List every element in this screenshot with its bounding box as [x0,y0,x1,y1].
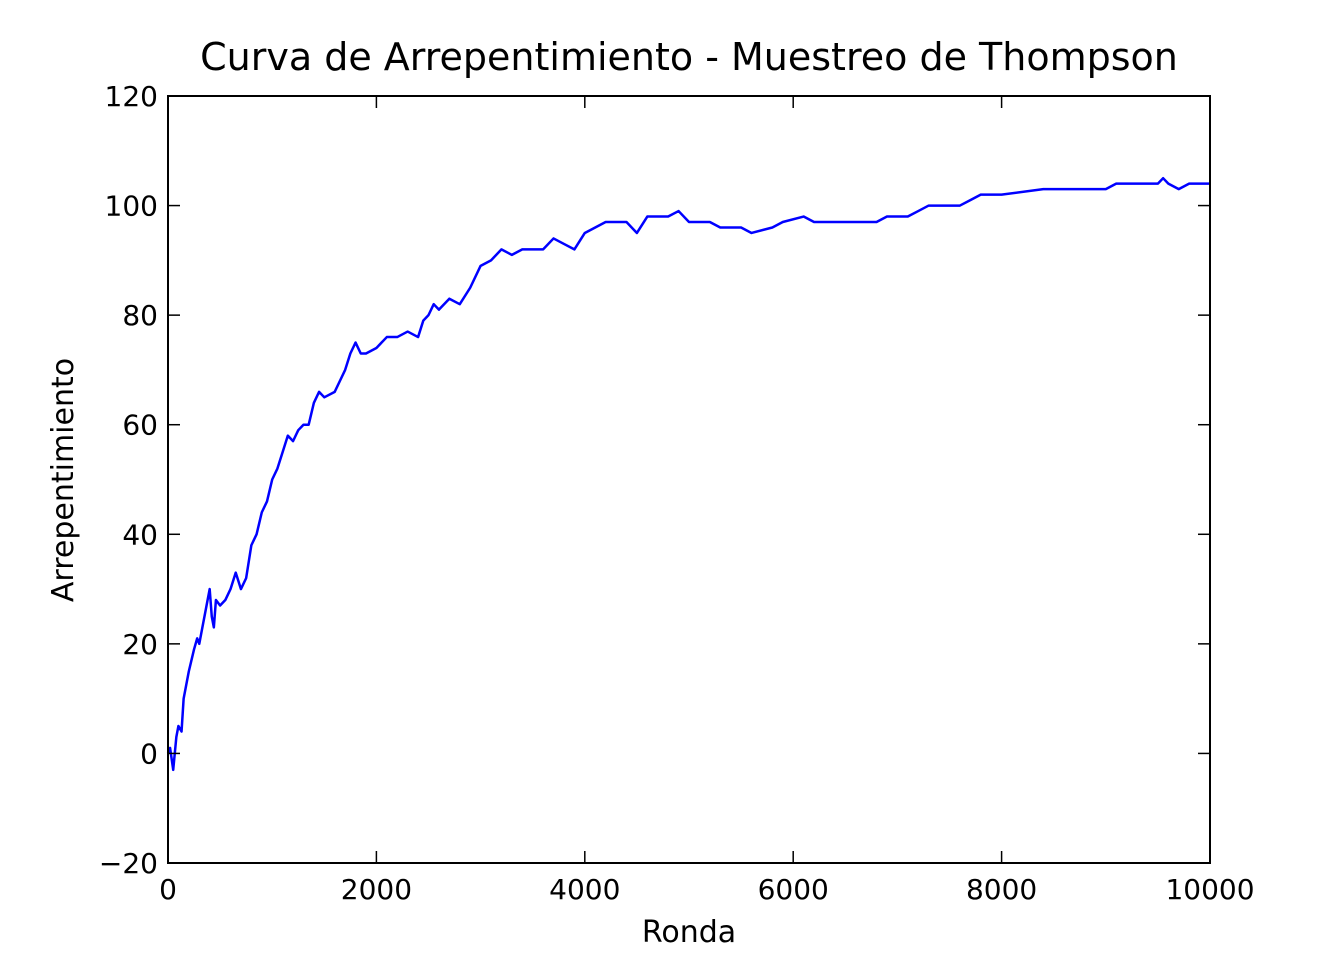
x-tick-label: 6000 [758,873,829,906]
x-tick-label: 0 [159,873,177,906]
y-tick-label: 20 [122,628,158,661]
x-tick-label: 8000 [966,873,1037,906]
y-tick-label: 40 [122,518,158,551]
data-line [166,176,1210,772]
y-tick-label: 80 [122,299,158,332]
x-axis-label: Ronda [642,915,736,950]
x-tick-label: 2000 [341,873,412,906]
plot-frame [167,95,1211,864]
x-tick-label: 4000 [549,873,620,906]
y-tick-label: 0 [140,737,158,770]
y-tick-label: 60 [122,409,158,442]
y-tick-label: 120 [105,80,158,113]
chart-title: Curva de Arrepentimiento - Muestreo de T… [200,35,1178,79]
y-tick-label: 100 [105,190,158,223]
y-tick-label: −20 [99,847,158,880]
x-tick-label: 10000 [1165,873,1254,906]
y-axis-label: Arrepentimiento [46,358,81,602]
